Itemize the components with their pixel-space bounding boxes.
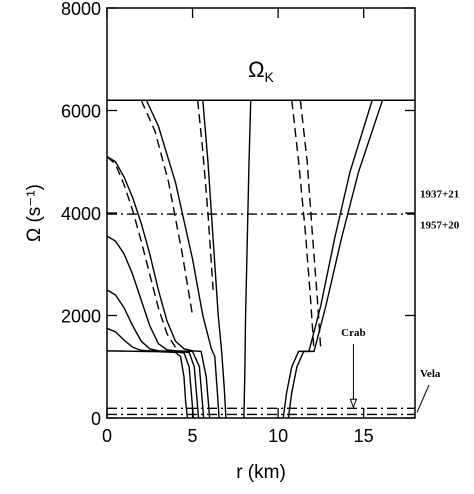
x-tick-label: 5 bbox=[188, 426, 198, 446]
arrow-head bbox=[349, 398, 358, 409]
annotation: 1957+20 bbox=[420, 219, 460, 231]
curve bbox=[202, 100, 227, 418]
annotation: 1937+21 bbox=[420, 189, 459, 201]
curve bbox=[107, 327, 195, 418]
annotation: Vela bbox=[420, 368, 441, 380]
annotation-text: Ω bbox=[248, 57, 264, 82]
curve bbox=[299, 100, 322, 352]
y-tick-label: 8000 bbox=[61, 0, 101, 19]
curve bbox=[107, 235, 205, 418]
curves bbox=[107, 99, 415, 418]
annotation: Crab bbox=[341, 327, 365, 339]
curve bbox=[107, 289, 200, 418]
annotation-sub: K bbox=[265, 69, 275, 85]
annotation: ΩK bbox=[248, 57, 274, 85]
curve bbox=[145, 99, 220, 418]
arrow bbox=[416, 384, 430, 413]
curve bbox=[287, 100, 384, 418]
curve bbox=[243, 100, 252, 418]
x-tick-label: 0 bbox=[102, 426, 112, 446]
curve bbox=[107, 156, 177, 348]
y-tick-label: 2000 bbox=[61, 307, 101, 327]
y-axis-label: Ω (s⁻¹) bbox=[24, 184, 45, 242]
curve bbox=[140, 99, 194, 316]
curve bbox=[107, 156, 211, 418]
y-tick-label: 0 bbox=[91, 409, 101, 429]
x-tick-label: 10 bbox=[268, 426, 288, 446]
x-axis-label: r (km) bbox=[236, 462, 286, 483]
y-tick-label: 4000 bbox=[61, 204, 101, 224]
y-tick-label: 6000 bbox=[61, 102, 101, 122]
x-tick-label: 15 bbox=[354, 426, 374, 446]
curve bbox=[291, 100, 315, 352]
